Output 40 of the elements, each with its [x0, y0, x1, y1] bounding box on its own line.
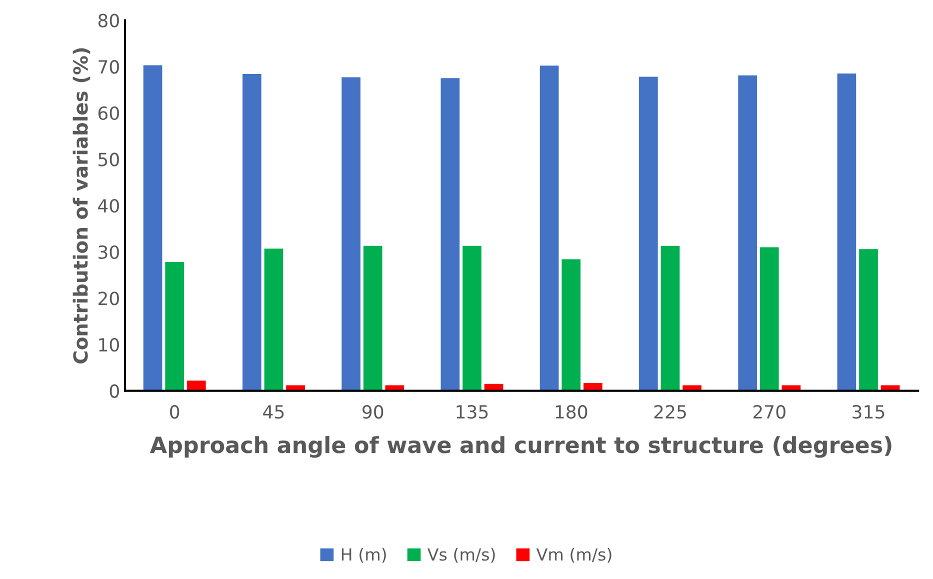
- y-axis-title: Contribution of variables (%): [72, 48, 90, 364]
- y-tick-label: 20: [98, 292, 119, 306]
- bar: [760, 247, 779, 391]
- y-tick-label: 80: [98, 14, 119, 28]
- bar: [639, 76, 658, 391]
- x-tick-label: 180: [556, 405, 588, 419]
- y-tick-label: 70: [98, 60, 119, 74]
- bar: [186, 380, 206, 391]
- bar: [462, 246, 482, 391]
- x-tick-label: 0: [170, 405, 180, 419]
- bar: [660, 246, 680, 391]
- legend-label: Vs (m/s): [427, 548, 495, 563]
- y-tick-label: 50: [98, 152, 119, 166]
- bar: [242, 74, 262, 391]
- x-tick-label: 135: [456, 405, 488, 419]
- x-tick-label: 90: [362, 405, 384, 419]
- bar: [540, 66, 559, 391]
- y-tick-label: 0: [110, 384, 119, 398]
- bar: [440, 78, 460, 391]
- x-tick-label: 225: [654, 405, 686, 419]
- legend-label: Vm (m/s): [536, 548, 612, 563]
- x-tick-label: 315: [852, 405, 884, 419]
- x-tick-label: 270: [753, 405, 786, 419]
- y-tick-label: 40: [98, 199, 119, 213]
- x-axis-title: Approach angle of wave and current to structure (degrees): [150, 436, 892, 458]
- bar: [738, 75, 757, 391]
- y-tick-label: 30: [98, 245, 119, 259]
- bar: [584, 382, 602, 391]
- bar: [363, 246, 382, 391]
- bar: [165, 262, 184, 391]
- x-tick-label: 45: [263, 405, 284, 419]
- bar: [859, 249, 878, 391]
- bar: [342, 77, 360, 391]
- bar: [143, 65, 162, 391]
- y-tick-label: 10: [99, 338, 119, 352]
- bar: [837, 74, 856, 391]
- y-tick-label: 60: [98, 106, 119, 120]
- bar: [264, 248, 284, 391]
- legend-label: H (m): [342, 548, 386, 563]
- bar: [562, 259, 581, 391]
